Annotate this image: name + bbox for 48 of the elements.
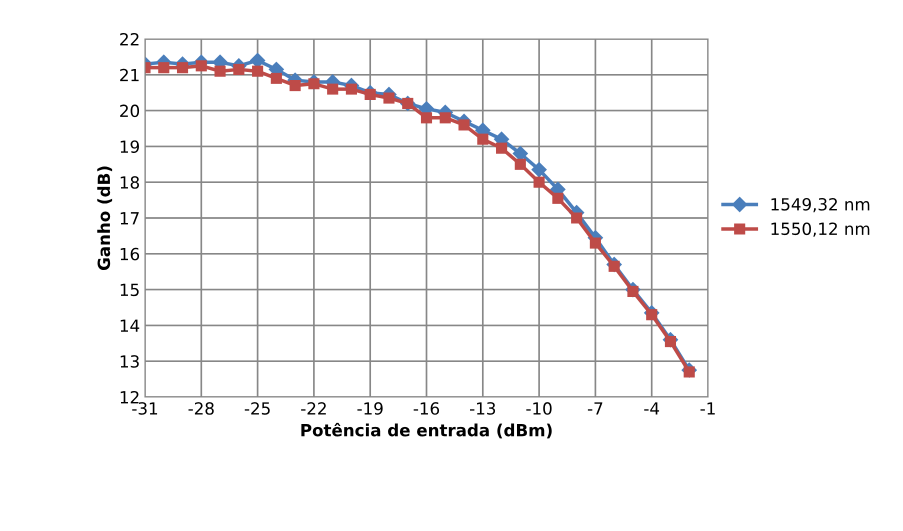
- point: [383, 92, 395, 104]
- point: [514, 158, 526, 170]
- x-tick-label: -28: [188, 402, 214, 415]
- point: [233, 64, 244, 75]
- x-tick-label: -16: [414, 402, 440, 415]
- y-tick-label: 16: [120, 248, 140, 260]
- point: [477, 134, 488, 145]
- y-tick-label: 20: [120, 104, 140, 118]
- point: [458, 119, 470, 130]
- point: [158, 62, 170, 74]
- y-tick-label: 14: [120, 320, 140, 332]
- point: [532, 162, 547, 178]
- point: [420, 112, 432, 124]
- x-axis-title: Potência de entrada (dBm): [301, 422, 552, 438]
- point: [590, 238, 601, 249]
- y-tick-label: 21: [120, 68, 139, 82]
- point: [440, 112, 451, 124]
- legend-label: 1550,12 nm: [771, 222, 870, 237]
- point: [552, 192, 564, 204]
- y-tick-label: 17: [120, 212, 139, 224]
- y-axis-title: Ganho (dB): [97, 166, 112, 270]
- point: [327, 84, 338, 95]
- x-tick-label: -25: [244, 402, 270, 415]
- point: [571, 212, 582, 224]
- y-tick-label: 19: [120, 140, 139, 153]
- legend-label: 1549,32 nm: [771, 198, 870, 212]
- x-tick-label: -7: [588, 402, 602, 415]
- point: [534, 176, 545, 188]
- point: [176, 62, 188, 74]
- point: [496, 142, 508, 154]
- point: [270, 72, 282, 84]
- y-tick-label: 12: [120, 390, 138, 404]
- x-tick-label: -1: [700, 402, 715, 415]
- x-tick-label: -10: [526, 402, 552, 415]
- point: [290, 80, 301, 92]
- y-tick-label: 13: [120, 355, 139, 368]
- y-tick-label: 18: [120, 176, 139, 189]
- point: [214, 66, 226, 77]
- x-tick-label: -13: [470, 402, 496, 415]
- point: [196, 60, 207, 72]
- x-tick-label: -19: [357, 402, 383, 415]
- y-tick-label: 22: [120, 32, 138, 46]
- x-tick-label: -22: [301, 402, 326, 415]
- x-tick-label: -4: [644, 402, 660, 415]
- y-tick-label: 15: [120, 284, 139, 296]
- point: [346, 84, 357, 95]
- point: [252, 66, 264, 77]
- x-tick-label: -31: [132, 402, 158, 415]
